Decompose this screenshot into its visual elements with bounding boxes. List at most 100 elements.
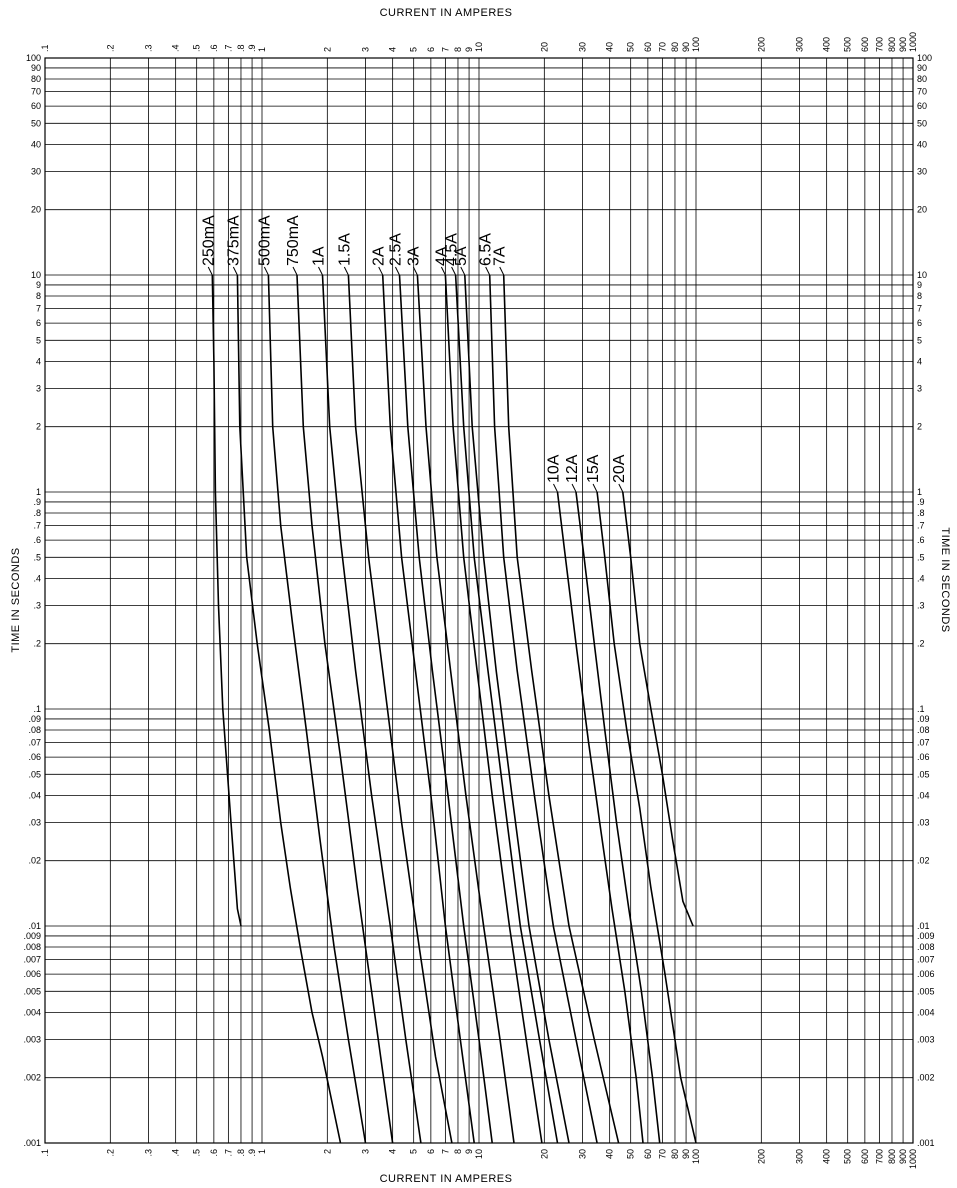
fuse-curve-5A — [464, 274, 570, 1144]
y-tick-label-left: 8 — [36, 291, 41, 301]
fuse-curve-250mA — [211, 274, 242, 927]
x-tick-label-bottom: .3 — [144, 1149, 154, 1157]
fuse-curve-500mA — [267, 274, 367, 1144]
x-tick-label-top: 7 — [440, 47, 450, 52]
fuse-rating-label: 3A — [405, 246, 422, 266]
y-tick-label-left: .2 — [33, 639, 41, 649]
y-tick-label-right: .6 — [917, 535, 925, 545]
x-tick-label-bottom: 600 — [860, 1149, 870, 1164]
x-tick-label-top: 60 — [643, 42, 653, 52]
y-tick-label-left: .04 — [28, 790, 41, 800]
y-tick-label-left: 70 — [31, 87, 41, 97]
y-tick-label-right: .02 — [917, 856, 930, 866]
x-tick-label-top: .8 — [236, 44, 246, 52]
fuse-label-leader — [207, 266, 213, 276]
y-tick-label-right: .04 — [917, 790, 930, 800]
x-tick-label-top: 50 — [626, 42, 636, 52]
fuse-label-leader — [553, 483, 558, 493]
y-tick-label-left: 60 — [31, 101, 41, 111]
x-tick-label-top: 700 — [874, 37, 884, 52]
x-tick-label-top: .3 — [144, 44, 154, 52]
fuse-rating-label: 5A — [453, 246, 470, 266]
y-tick-label-left: 100 — [26, 53, 41, 63]
fuse-rating-label: 500mA — [256, 215, 273, 266]
x-tick-label-bottom: 9 — [464, 1149, 474, 1154]
x-tick-label-top: 200 — [756, 37, 766, 52]
x-tick-label-bottom: 700 — [874, 1149, 884, 1164]
x-tick-label-bottom: 8 — [453, 1149, 463, 1154]
fuse-curve-1.5A — [347, 274, 453, 1144]
y-tick-label-right: .001 — [917, 1138, 935, 1148]
y-tick-label-right: .05 — [917, 769, 930, 779]
x-tick-label-bottom: 3 — [361, 1149, 371, 1154]
y-tick-label-left: .008 — [23, 942, 41, 952]
x-tick-label-bottom: 500 — [843, 1149, 853, 1164]
x-tick-label-bottom: .7 — [223, 1149, 233, 1157]
y-tick-label-left: 30 — [31, 166, 41, 176]
x-tick-label-top: 2 — [322, 47, 332, 52]
y-tick-label-right: 7 — [917, 304, 922, 314]
x-tick-label-bottom: .6 — [209, 1149, 219, 1157]
x-tick-label-top: 5 — [409, 47, 419, 52]
x-tick-label-bottom: .9 — [247, 1149, 257, 1157]
fuse-rating-label: 12A — [564, 454, 581, 483]
x-tick-label-top: 20 — [539, 42, 549, 52]
x-tick-label-top: 600 — [860, 37, 870, 52]
y-tick-label-right: .01 — [917, 921, 930, 931]
fuse-rating-label: 1A — [310, 246, 327, 266]
fuse-rating-label: 4A — [433, 246, 450, 266]
x-tick-label-top: 30 — [578, 42, 588, 52]
y-tick-label-right: 100 — [917, 53, 932, 63]
fuse-curve-1A — [321, 274, 422, 1144]
y-tick-label-left: 2 — [36, 422, 41, 432]
y-tick-label-left: .002 — [23, 1073, 41, 1083]
fuse-rating-labels: 250mA 375mA 500mA 750mA 1A 1.5A 2A 2.5A 3A 4A4.5A… — [200, 215, 628, 493]
y-tick-label-right: .09 — [917, 714, 930, 724]
y-tick-label-right: 20 — [917, 205, 927, 215]
fuse-label-leader — [499, 266, 505, 276]
y-tick-label-right: .8 — [917, 508, 925, 518]
y-tick-label-left: .003 — [23, 1034, 41, 1044]
x-axis-title-bottom: CURRENT IN AMPERES — [380, 1173, 513, 1185]
y-tick-label-left: 3 — [36, 383, 41, 393]
x-tick-label-top: 1000 — [908, 32, 918, 52]
x-tick-label-top: 70 — [657, 42, 667, 52]
y-tick-label-right: 8 — [917, 291, 922, 301]
y-tick-label-right: .2 — [917, 639, 925, 649]
y-tick-label-right: 6 — [917, 318, 922, 328]
y-tick-label-right: 30 — [917, 166, 927, 176]
y-tick-label-left: .004 — [23, 1007, 41, 1017]
fuse-label-leader — [292, 266, 298, 276]
y-tick-label-right: .005 — [917, 986, 935, 996]
y-tick-label-right: .008 — [917, 942, 935, 952]
y-tick-label-right: .03 — [917, 817, 930, 827]
x-tick-label-top: 8 — [453, 47, 463, 52]
y-tick-label-left: 40 — [31, 139, 41, 149]
x-tick-label-top: 500 — [843, 37, 853, 52]
fuse-label-leader — [571, 483, 577, 493]
y-tick-label-right: 9 — [917, 280, 922, 290]
y-tick-label-right: 5 — [917, 335, 922, 345]
fuse-curve-20A — [622, 491, 694, 927]
y-tick-label-left: .009 — [23, 931, 41, 941]
fuse-label-leader — [263, 266, 269, 276]
y-tick-label-left: .001 — [23, 1138, 41, 1148]
y-tick-label-left: 10 — [31, 270, 41, 280]
fuse-label-leader — [343, 266, 349, 276]
x-tick-label-bottom: .4 — [171, 1149, 181, 1157]
y-tick-label-left: .05 — [28, 769, 41, 779]
y-tick-label-left: 6 — [36, 318, 41, 328]
y-tick-label-left: .5 — [33, 552, 41, 562]
y-axis-title-left: TIME IN SECONDS — [10, 547, 22, 652]
fuse-label-leader — [460, 266, 466, 276]
y-tick-label-right: .06 — [917, 752, 930, 762]
x-tick-label-bottom: 60 — [643, 1149, 653, 1159]
fuse-rating-label: 10A — [545, 454, 562, 483]
fuse-label-leader — [412, 266, 418, 276]
y-tick-label-left: 50 — [31, 118, 41, 128]
fuse-rating-label: 375mA — [225, 215, 242, 266]
y-tick-label-left: .09 — [28, 714, 41, 724]
y-tick-label-right: .3 — [917, 600, 925, 610]
y-tick-label-right: 4 — [917, 356, 922, 366]
